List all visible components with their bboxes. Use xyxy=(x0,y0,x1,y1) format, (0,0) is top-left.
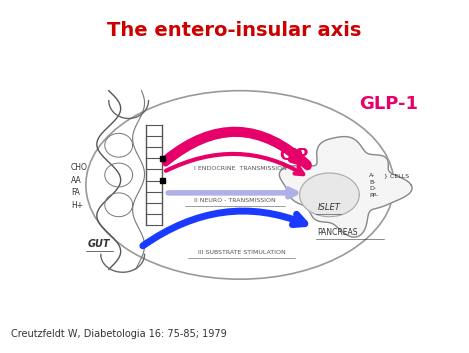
Text: A-
B-
D-
PP-: A- B- D- PP- xyxy=(369,173,378,198)
Text: GIP: GIP xyxy=(280,148,309,163)
Bar xyxy=(160,178,166,183)
Bar xyxy=(160,156,166,161)
Text: GUT: GUT xyxy=(88,239,110,250)
Text: ISLET: ISLET xyxy=(318,203,340,212)
Polygon shape xyxy=(300,173,359,217)
Text: CHO
AA
FA
H+: CHO AA FA H+ xyxy=(71,163,88,210)
Text: GLP-1: GLP-1 xyxy=(359,95,418,113)
Text: I ENDOCRINE  TRANSMISSION: I ENDOCRINE TRANSMISSION xyxy=(194,166,287,171)
Text: PANCREAS: PANCREAS xyxy=(318,228,358,237)
Text: } CELLS: } CELLS xyxy=(384,173,409,178)
Polygon shape xyxy=(280,137,412,237)
Text: The entero-insular axis: The entero-insular axis xyxy=(107,21,361,40)
Text: Creutzfeldt W, Diabetologia 16: 75-85; 1979: Creutzfeldt W, Diabetologia 16: 75-85; 1… xyxy=(11,329,227,339)
FancyArrowPatch shape xyxy=(166,133,308,166)
FancyArrowPatch shape xyxy=(166,133,302,163)
FancyArrowPatch shape xyxy=(143,211,305,246)
Text: II NEURO - TRANSMISSION: II NEURO - TRANSMISSION xyxy=(194,198,276,203)
Text: III SUBSTRATE STIMULATION: III SUBSTRATE STIMULATION xyxy=(198,250,286,255)
FancyArrowPatch shape xyxy=(168,189,295,197)
FancyArrowPatch shape xyxy=(166,154,303,174)
FancyArrowPatch shape xyxy=(166,131,308,164)
